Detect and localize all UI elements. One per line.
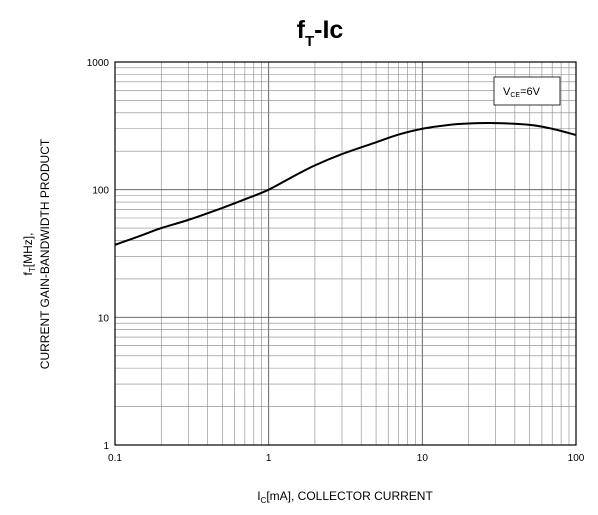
y-axis-label: fT[MHz], CURRENT GAIN-BANDWIDTH PRODUCT bbox=[21, 138, 52, 369]
y-axis-label-line1-main: f bbox=[21, 271, 35, 275]
series-line bbox=[114, 122, 577, 246]
legend-main: V bbox=[503, 86, 511, 98]
grid bbox=[114, 62, 576, 446]
y-tick-label: 1 bbox=[103, 441, 109, 452]
data-series bbox=[114, 122, 577, 246]
legend-label: VCE=6V bbox=[503, 86, 541, 99]
x-tick-label: 1 bbox=[266, 453, 272, 464]
y-tick-label: 10 bbox=[98, 313, 110, 324]
plot-frame bbox=[114, 61, 577, 446]
y-tick-label: 1000 bbox=[87, 58, 110, 69]
legend-sub: CE bbox=[510, 92, 520, 99]
y-axis-label-line1-rest: [MHz], bbox=[21, 233, 35, 268]
chart-title-main: f bbox=[297, 16, 306, 44]
legend: VCE=6V bbox=[493, 76, 561, 106]
x-tick-label: 10 bbox=[417, 453, 429, 464]
x-axis-label: IC[mA], COLLECTOR CURRENT bbox=[257, 489, 433, 505]
x-axis-label-sub: C bbox=[261, 496, 267, 505]
y-axis-label-line1-sub: T bbox=[28, 267, 37, 272]
legend-box bbox=[493, 76, 561, 106]
chart-title-sub: T bbox=[305, 33, 314, 50]
x-axis-label-rest: [mA], COLLECTOR CURRENT bbox=[266, 489, 433, 503]
chart-title-rest: -Ic bbox=[314, 16, 343, 44]
x-tick-label: 100 bbox=[568, 453, 585, 464]
x-tick-label: 0.1 bbox=[108, 453, 122, 464]
chart-title: fT-Ic bbox=[297, 16, 344, 50]
y-axis-label-line1: fT[MHz], bbox=[21, 233, 37, 276]
y-tick-label: 100 bbox=[92, 186, 109, 197]
x-axis-label-main: I bbox=[257, 489, 260, 503]
legend-rest: =6V bbox=[520, 86, 541, 98]
y-axis-label-line2: CURRENT GAIN-BANDWIDTH PRODUCT bbox=[38, 138, 52, 369]
